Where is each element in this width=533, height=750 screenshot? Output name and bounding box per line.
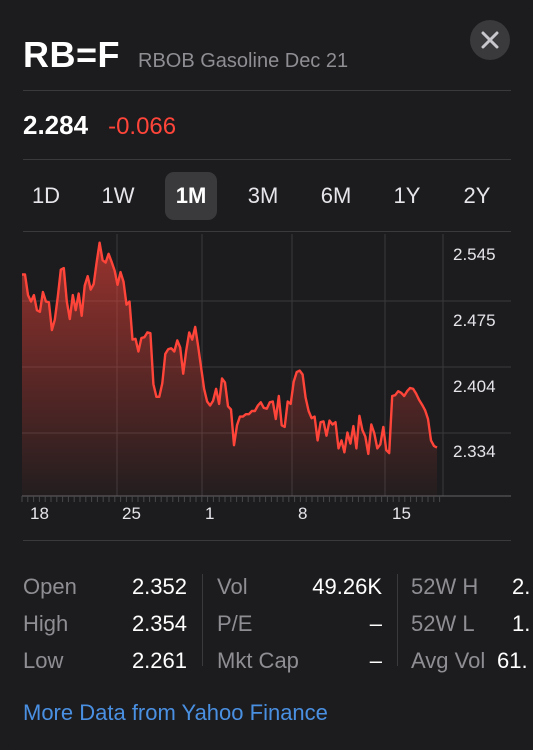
close-icon xyxy=(481,31,499,49)
price-change: -0.066 xyxy=(108,113,177,140)
tab-2y[interactable]: 2Y xyxy=(463,183,491,208)
y-tick-label: 2.475 xyxy=(453,311,496,330)
header: RB=F RBOB Gasoline Dec 21 xyxy=(23,34,348,84)
stat-label-52w-low: 52W L xyxy=(411,611,475,636)
range-tabs: 1D 1W 1M 3M 6M 1Y 2Y xyxy=(10,172,520,220)
stat-value-avg-vol: 61. xyxy=(497,648,528,673)
stat-label-pe: P/E xyxy=(217,611,253,636)
stat-value-high: 2.354 xyxy=(131,611,187,636)
stat-value-open: 2.352 xyxy=(131,574,187,599)
x-axis-labels: 18 25 1 8 15 xyxy=(30,504,411,523)
y-axis-labels: 2.545 2.475 2.404 2.334 xyxy=(453,245,496,461)
stat-value-52w-low: 1. xyxy=(512,611,531,636)
column-divider xyxy=(202,574,203,666)
x-tick-label: 25 xyxy=(122,504,141,523)
y-tick-label: 2.545 xyxy=(453,245,496,264)
current-price: 2.284 xyxy=(23,110,89,140)
stat-value-52w-high: 2. xyxy=(512,574,531,599)
divider xyxy=(23,90,511,91)
stat-label-open: Open xyxy=(23,574,77,599)
divider xyxy=(23,231,511,232)
price-line xyxy=(22,241,438,456)
tab-1d[interactable]: 1D xyxy=(31,183,61,208)
tab-3m[interactable]: 3M xyxy=(247,183,279,208)
x-tick-label: 18 xyxy=(30,504,49,523)
price-row: 2.284 -0.066 xyxy=(23,110,176,141)
stat-label-avg-vol: Avg Vol xyxy=(411,648,486,673)
tab-1w[interactable]: 1W xyxy=(101,183,135,208)
stat-label-low: Low xyxy=(23,648,64,673)
stat-label-high: High xyxy=(23,611,69,636)
column-divider xyxy=(397,574,398,666)
close-button[interactable] xyxy=(470,20,510,60)
stat-label-52w-high: 52W H xyxy=(411,574,479,599)
tab-1y[interactable]: 1Y xyxy=(393,183,421,208)
stat-value-pe: – xyxy=(369,611,382,636)
instrument-name: RBOB Gasoline Dec 21 xyxy=(138,50,349,72)
y-tick-label: 2.404 xyxy=(453,377,496,396)
stat-value-mktcap: – xyxy=(369,648,382,673)
tab-6m[interactable]: 6M xyxy=(320,183,352,208)
x-tick-label: 8 xyxy=(298,504,307,523)
x-tick-label: 15 xyxy=(392,504,411,523)
more-data-link[interactable]: More Data from Yahoo Finance xyxy=(23,700,328,725)
divider xyxy=(23,540,511,541)
stat-label-vol: Vol xyxy=(217,574,248,599)
divider xyxy=(23,159,511,160)
y-tick-label: 2.334 xyxy=(453,442,496,461)
price-area xyxy=(22,242,437,496)
x-tick-label: 1 xyxy=(205,504,214,523)
price-chart: 2.545 2.475 2.404 2.334 18 25 1 8 15 xyxy=(21,234,511,523)
ticker-symbol: RB=F xyxy=(23,34,121,75)
stats-table: Open 2.352 High 2.354 Low 2.261 Vol 49.2… xyxy=(0,566,533,676)
stat-value-vol: 49.26K xyxy=(312,574,382,599)
x-axis-ticks xyxy=(21,496,441,502)
stat-label-mktcap: Mkt Cap xyxy=(217,648,299,673)
tab-1m[interactable]: 1M xyxy=(165,172,217,220)
stat-value-low: 2.261 xyxy=(131,648,187,673)
